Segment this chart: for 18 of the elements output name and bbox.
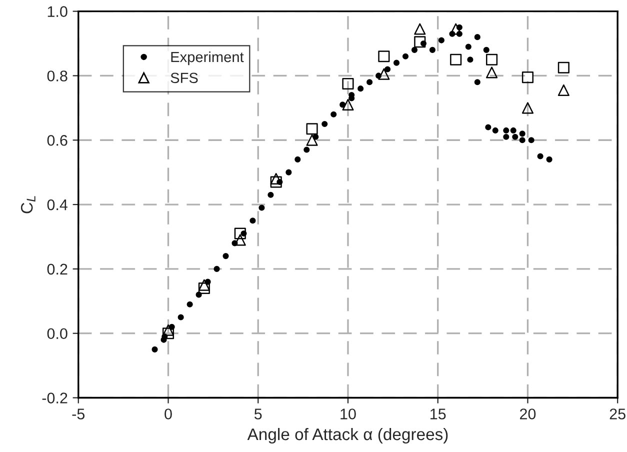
x-tick-label: 20	[520, 408, 536, 420]
y-tick-label: 0.4	[47, 199, 68, 210]
y-tick-label: 0.2	[47, 264, 68, 275]
x-tick-label: 15	[430, 408, 446, 420]
y-tick-label: 0.8	[47, 70, 68, 82]
y-tick-label: 1.0	[48, 6, 68, 17]
y-tick-label: 0.0	[47, 328, 68, 340]
x-tick-label: 10	[340, 408, 356, 420]
x-tick-label: 25	[610, 408, 626, 420]
y-tick-label: -0.2	[42, 392, 68, 404]
legend-label: SFS	[170, 72, 198, 84]
x-tick-label: -5	[72, 408, 85, 420]
y-tick-label: 0.6	[47, 134, 68, 146]
y-axis-title: C$_{L}$	[20, 196, 36, 214]
x-axis-title: Angle of Attack α (degrees)	[247, 428, 448, 444]
x-tick-label: 5	[254, 408, 262, 420]
legend-label: Experiment	[171, 51, 244, 66]
x-tick-label: 0	[164, 408, 172, 420]
